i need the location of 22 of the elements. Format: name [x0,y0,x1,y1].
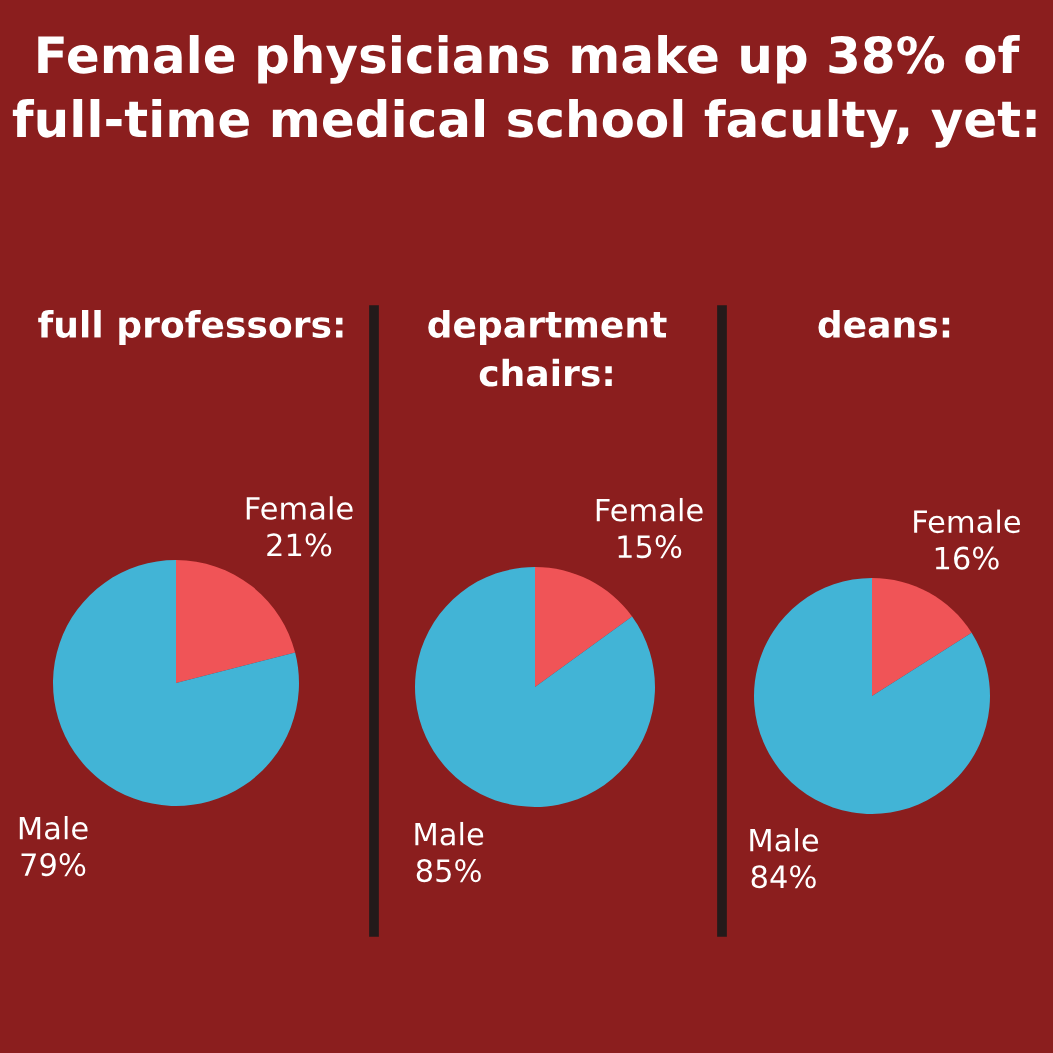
data-label: 79% [21,853,86,877]
data-label: 84% [751,865,816,889]
pie-slice [53,560,299,806]
slice-label: Male [415,821,484,846]
pie-slice [176,560,296,683]
data-label: 15% [618,535,682,559]
data-label: 16% [935,546,999,570]
slice-label: Female [596,497,703,522]
data-label: 85% [416,859,481,883]
text: Female physicians make up 38% of full-time medical school faculty, yet: [12,35,1036,148]
slice-label: Male [750,828,819,852]
pie-slice [535,567,633,687]
slice-label: Female [246,496,353,520]
slice-label: Male [19,816,88,840]
pie-slice [415,567,655,807]
pie-slice [754,578,990,814]
slice-label: Female [914,509,1021,534]
chart-title: department chairs: [428,310,667,387]
chart-title: full professors: [38,310,343,345]
data-label: 21% [267,533,332,557]
chart-title: deans: [818,310,950,338]
pie-slice [872,578,972,696]
